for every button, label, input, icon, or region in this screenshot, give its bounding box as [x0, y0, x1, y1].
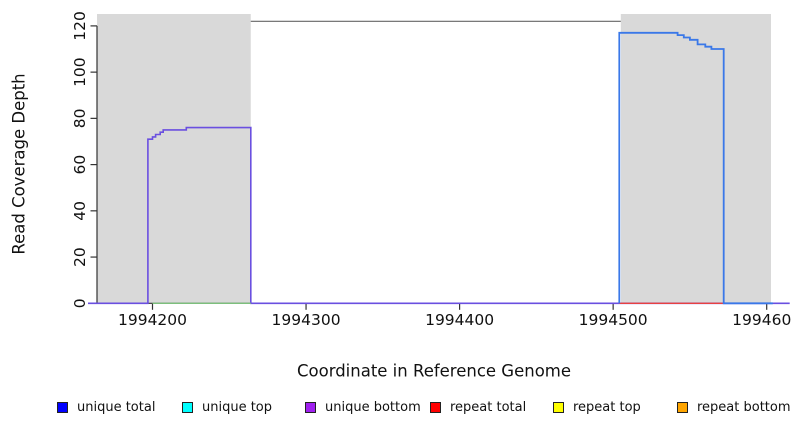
series-unique-left-block	[88, 126, 790, 305]
legend-label: repeat bottom	[697, 399, 791, 415]
legend-label: unique total	[77, 399, 156, 415]
legend-label: unique bottom	[325, 399, 421, 415]
y-tick-label: 60	[71, 155, 89, 175]
legend: unique total unique top unique bottom repea…	[0, 398, 792, 418]
x-axis-title: Coordinate in Reference Genome	[296, 361, 572, 381]
legend-item: unique bottom	[305, 398, 421, 416]
legend-swatch	[305, 401, 316, 413]
legend-item: repeat top	[553, 398, 641, 416]
legend-swatch	[57, 401, 68, 413]
y-tick-label: 100	[71, 57, 89, 87]
y-tick-label: 0	[71, 298, 89, 308]
legend-label: repeat top	[573, 399, 641, 415]
shaded-repeat-region	[620, 14, 771, 304]
y-tick-label: 80	[71, 108, 89, 128]
legend-swatch	[553, 401, 564, 413]
x-tick-label: 1994300	[272, 311, 341, 329]
series-unique-right-block	[618, 31, 773, 305]
legend-swatch	[182, 401, 193, 413]
y-axis-title: Read Coverage Depth	[9, 73, 29, 255]
legend-item: unique top	[182, 398, 272, 416]
legend-swatch	[677, 401, 688, 413]
x-tick-label: 1994200	[118, 311, 187, 329]
legend-label: unique top	[202, 399, 273, 415]
x-tick-label: 1994500	[579, 311, 648, 329]
y-tick-label: 120	[71, 11, 89, 41]
legend-label: repeat total	[450, 399, 527, 415]
legend-item: unique total	[57, 398, 155, 416]
legend-item: repeat total	[430, 398, 526, 416]
x-tick-label: 1994400	[425, 311, 494, 329]
y-tick-label: 20	[71, 247, 89, 267]
legend-item: repeat bottom	[677, 398, 791, 416]
y-tick-label: 40	[71, 201, 89, 221]
shaded-repeat-region	[97, 14, 251, 304]
legend-swatch	[430, 401, 441, 413]
